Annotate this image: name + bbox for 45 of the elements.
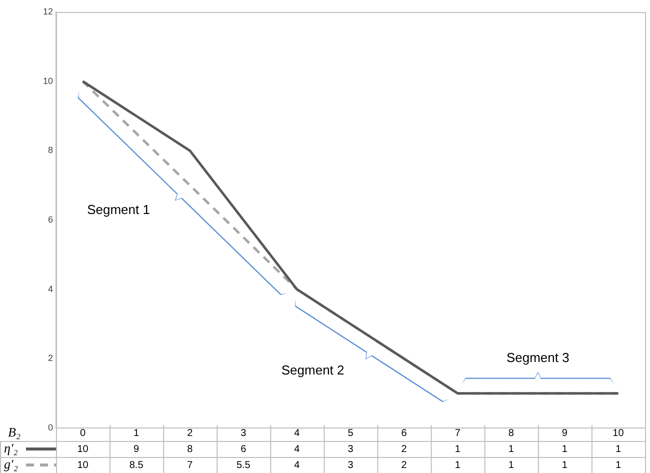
x-tick-label: 6 [401, 428, 408, 439]
x-tick-label: 0 [80, 428, 86, 439]
annotation: Segment 2 [281, 362, 344, 378]
data-label: 4 [294, 460, 300, 471]
data-label: 1 [508, 460, 514, 471]
data-label: 1 [615, 444, 622, 455]
data-label: 2 [401, 444, 408, 455]
data-label: 1 [615, 460, 622, 471]
legend-label: g′₂ [4, 456, 18, 472]
y-tick-label: 12 [42, 6, 54, 16]
data-label: 9 [134, 444, 140, 455]
data-label: 3 [348, 444, 354, 455]
x-tick-label: 10 [612, 428, 624, 439]
annotation: Segment 1 [87, 202, 150, 218]
legend-label: η′₂ [4, 440, 18, 456]
data-label: 1 [454, 444, 461, 455]
data-label: 8 [187, 444, 194, 455]
x-tick-label: 5 [348, 428, 354, 439]
y-tick-label: 10 [42, 76, 54, 86]
data-label: 1 [508, 444, 514, 455]
x-tick-label: 3 [240, 428, 247, 439]
x-tick-label: 9 [562, 428, 568, 439]
annotation: Segment 3 [506, 350, 570, 365]
data-label: 6 [240, 444, 247, 455]
y-tick-label: 6 [48, 214, 54, 224]
y-tick-label: 2 [48, 353, 54, 364]
y-tick-label: 4 [48, 284, 54, 294]
x-tick-label: 7 [454, 428, 461, 439]
data-label: 10 [77, 444, 89, 455]
data-label: 10 [77, 460, 89, 471]
data-label: 3 [348, 460, 354, 471]
y-tick-label: 8 [48, 145, 54, 156]
data-label: 8.5 [129, 460, 144, 471]
x-tick-label: 4 [294, 428, 300, 439]
data-label: 5.5 [236, 460, 251, 471]
data-label: 1 [562, 460, 568, 471]
data-label: 1 [454, 460, 461, 471]
x-axis-title: B₂ [8, 424, 21, 440]
x-tick-label: 2 [187, 428, 194, 439]
x-tick-label: 1 [134, 428, 140, 439]
data-label: 2 [401, 460, 408, 471]
x-tick-label: 8 [508, 428, 514, 439]
data-label: 7 [187, 460, 194, 471]
data-label: 1 [562, 444, 568, 455]
data-label: 4 [294, 444, 300, 455]
